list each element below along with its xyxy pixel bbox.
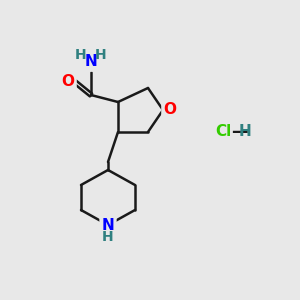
Text: H: H <box>95 48 107 62</box>
Text: H: H <box>75 48 87 62</box>
Text: N: N <box>102 218 114 232</box>
Text: O: O <box>164 103 176 118</box>
Text: H: H <box>239 124 252 140</box>
Text: O: O <box>61 74 74 88</box>
Text: N: N <box>85 55 98 70</box>
Text: Cl: Cl <box>215 124 231 140</box>
Text: —: — <box>231 123 247 141</box>
Text: H: H <box>102 230 114 244</box>
